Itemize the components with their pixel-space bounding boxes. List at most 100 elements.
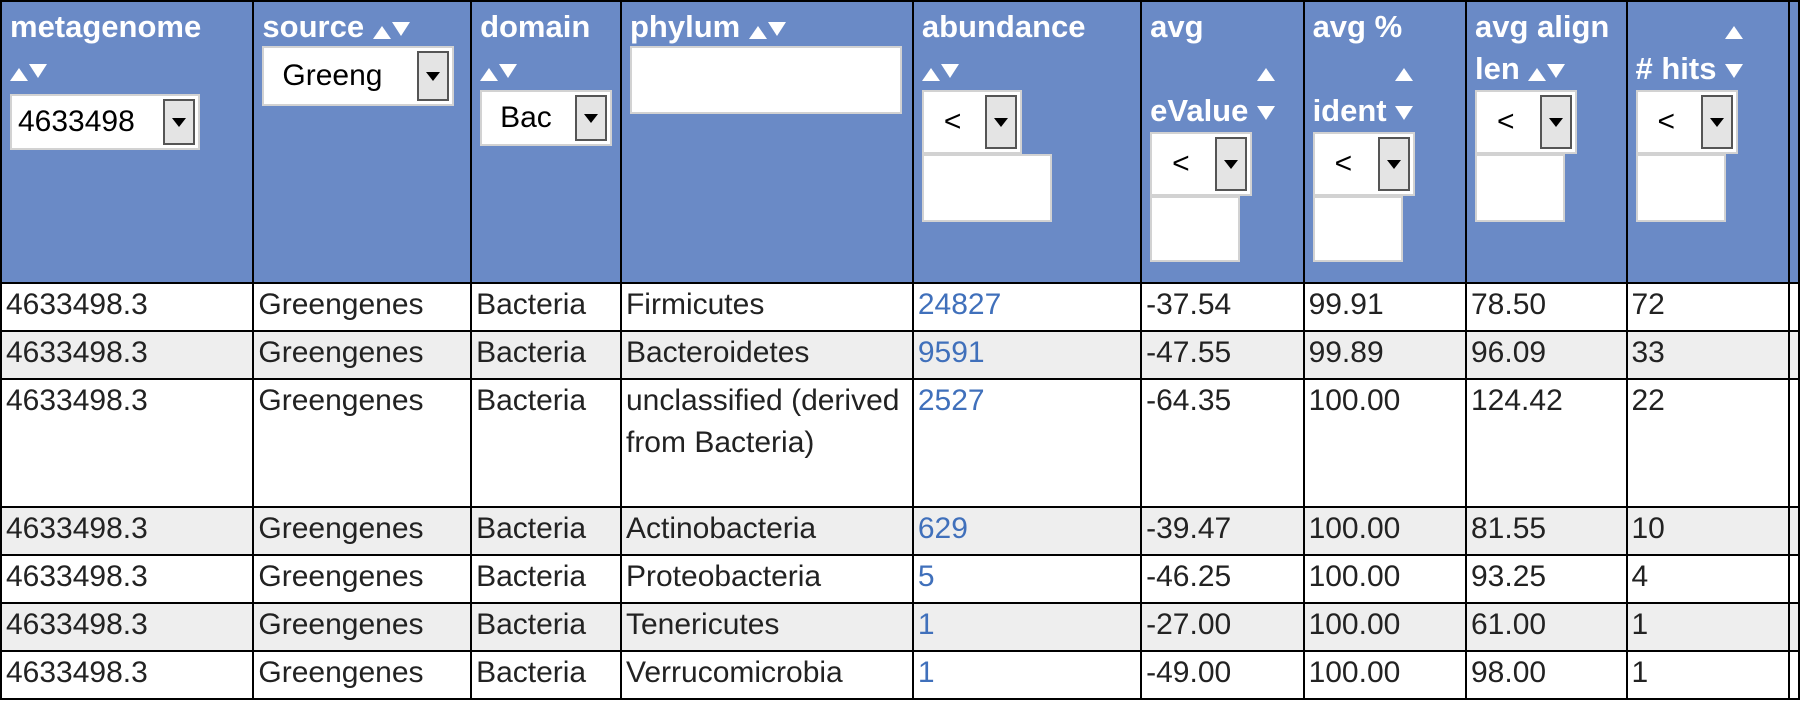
header-row: metagenome 4633498 source Greeng domain …	[0, 0, 1800, 284]
table-row: 4633498.3 Greengenes Bacteria Verrucomicrob…	[0, 650, 1800, 700]
cell-avg-ident: 100.00	[1302, 506, 1468, 556]
abundance-operator-select[interactable]: <	[921, 90, 1022, 154]
sort-desc-icon[interactable]	[767, 22, 786, 36]
table-row: 4633498.3 Greengenes Bacteria unclassified …	[0, 378, 1800, 508]
cell-phylum: Firmicutes	[619, 282, 914, 332]
domain-filter-value: Bac	[500, 101, 552, 134]
evalue-filter-input[interactable]	[1150, 196, 1241, 262]
phylum-filter-input[interactable]	[629, 46, 902, 114]
cell-phylum: Actinobacteria	[619, 506, 914, 556]
cell-avg-ident: 100.00	[1302, 650, 1468, 700]
domain-filter-select[interactable]: Bac	[480, 90, 613, 146]
dropdown-arrow-icon[interactable]	[1540, 95, 1572, 149]
sort-desc-icon[interactable]	[391, 22, 410, 36]
sort-asc-icon[interactable]	[1395, 68, 1414, 81]
abundance-link[interactable]: 9591	[917, 336, 985, 369]
sort-asc-icon[interactable]	[1725, 26, 1744, 39]
sort-arrows	[1257, 48, 1276, 132]
cell-metagenome: 4633498.3	[0, 506, 255, 556]
cell-metagenome: 4633498.3	[0, 554, 255, 604]
table-row: 4633498.3 Greengenes Bacteria Proteobacteri…	[0, 554, 1800, 604]
sort-arrows	[1528, 48, 1566, 90]
cell-extra	[1787, 282, 1800, 332]
col-hits-label: # hits	[1635, 51, 1717, 86]
col-avg-evalue-label: avg eValue	[1150, 9, 1249, 128]
align-operator-value: <	[1497, 105, 1515, 138]
sort-desc-icon[interactable]	[1725, 64, 1744, 78]
cell-avg-ident: 100.00	[1302, 602, 1468, 652]
col-phylum: phylum	[619, 0, 914, 284]
cell-phylum: Proteobacteria	[619, 554, 914, 604]
sort-asc-icon[interactable]	[1257, 68, 1275, 81]
sort-asc-icon[interactable]	[921, 68, 940, 81]
table-row: 4633498.3 Greengenes Bacteria Firmicutes 248…	[0, 282, 1800, 332]
cell-avg-align-len: 96.09	[1465, 330, 1628, 380]
col-avg-evalue: avg eValue <	[1140, 0, 1305, 284]
sort-desc-icon[interactable]	[1257, 106, 1275, 120]
cell-source: Greengenes	[252, 602, 473, 652]
cell-abundance: 629	[911, 506, 1143, 556]
col-hits: # hits <	[1625, 0, 1790, 284]
align-operator-select[interactable]: <	[1475, 90, 1577, 154]
evalue-operator-select[interactable]: <	[1150, 132, 1253, 196]
cell-phylum: Verrucomicrobia	[619, 650, 914, 700]
cell-hits: 1	[1625, 602, 1790, 652]
evalue-operator-value: <	[1172, 147, 1190, 180]
cell-avg-evalue: -37.54	[1140, 282, 1305, 332]
dropdown-arrow-icon[interactable]	[984, 95, 1017, 149]
sort-arrows	[1725, 6, 1744, 90]
abundance-link[interactable]: 1	[917, 608, 935, 641]
sort-desc-icon[interactable]	[1395, 106, 1414, 120]
align-filter-input[interactable]	[1475, 154, 1565, 222]
cell-hits: 33	[1625, 330, 1790, 380]
sort-arrows	[1395, 48, 1414, 132]
dropdown-arrow-icon[interactable]	[1215, 137, 1248, 191]
cell-avg-ident: 100.00	[1302, 378, 1468, 508]
source-filter-select[interactable]: Greeng	[262, 46, 455, 106]
abundance-link[interactable]: 1	[917, 656, 935, 689]
sort-asc-icon[interactable]	[10, 68, 28, 81]
sort-arrows	[372, 6, 411, 48]
abundance-link[interactable]: 5	[917, 560, 935, 593]
abundance-link[interactable]: 24827	[917, 288, 1002, 321]
sort-asc-icon[interactable]	[480, 68, 499, 81]
sort-desc-icon[interactable]	[29, 64, 47, 78]
dropdown-arrow-icon[interactable]	[163, 99, 195, 145]
hits-filter-input[interactable]	[1635, 154, 1726, 222]
col-metagenome: metagenome 4633498	[0, 0, 255, 284]
cell-extra	[1787, 378, 1800, 508]
col-avg-ident: avg % ident <	[1302, 0, 1468, 284]
dropdown-arrow-icon[interactable]	[1700, 95, 1733, 149]
sort-asc-icon[interactable]	[748, 26, 767, 39]
hits-operator-value: <	[1657, 105, 1676, 138]
sort-asc-icon[interactable]	[372, 26, 391, 39]
cell-source: Greengenes	[252, 506, 473, 556]
cell-abundance: 1	[911, 650, 1143, 700]
col-phylum-label: phylum	[629, 9, 741, 44]
metagenome-filter-select[interactable]: 4633498	[10, 94, 200, 150]
source-filter-value: Greeng	[282, 59, 383, 92]
cell-avg-evalue: -46.25	[1140, 554, 1305, 604]
cell-domain: Bacteria	[470, 378, 622, 508]
sort-asc-icon[interactable]	[1528, 68, 1547, 81]
results-body: 4633498.3 Greengenes Bacteria Firmicutes 248…	[0, 282, 1800, 700]
abundance-link[interactable]: 2527	[917, 384, 985, 417]
table-row: 4633498.3 Greengenes Bacteria Bacteroidetes…	[0, 330, 1800, 380]
dropdown-arrow-icon[interactable]	[575, 95, 608, 141]
abundance-link[interactable]: 629	[917, 512, 968, 545]
cell-domain: Bacteria	[470, 282, 622, 332]
sort-desc-icon[interactable]	[499, 64, 518, 78]
metagenome-filter-value: 4633498	[18, 105, 135, 138]
dropdown-arrow-icon[interactable]	[417, 51, 450, 101]
sort-desc-icon[interactable]	[1547, 64, 1566, 78]
cell-source: Greengenes	[252, 650, 473, 700]
cell-extra	[1787, 330, 1800, 380]
cell-extra	[1787, 602, 1800, 652]
dropdown-arrow-icon[interactable]	[1377, 137, 1410, 191]
hits-operator-select[interactable]: <	[1635, 90, 1738, 154]
abundance-filter-input[interactable]	[921, 154, 1052, 222]
col-metagenome-label: metagenome	[10, 9, 202, 44]
ident-operator-select[interactable]: <	[1312, 132, 1415, 196]
ident-filter-input[interactable]	[1312, 196, 1403, 262]
sort-desc-icon[interactable]	[940, 64, 959, 78]
